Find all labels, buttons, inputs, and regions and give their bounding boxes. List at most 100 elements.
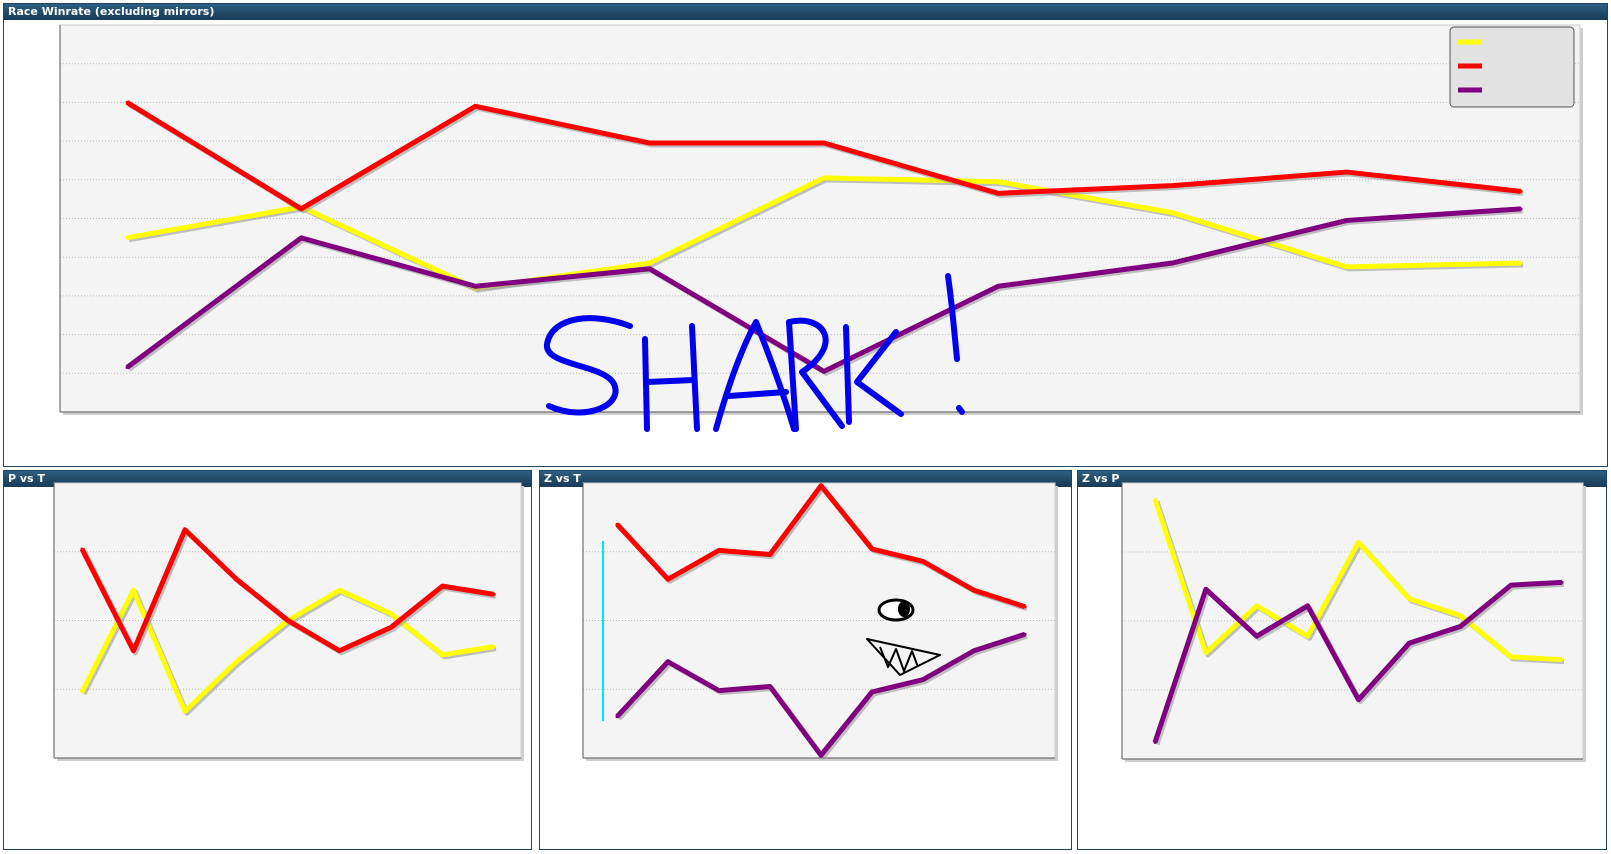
data-point-protoss xyxy=(492,645,496,649)
data-point-protoss xyxy=(441,653,444,657)
data-point-terran xyxy=(441,584,444,588)
data-point-terran xyxy=(183,528,187,532)
chart-race-winrate xyxy=(59,24,1583,432)
data-point-terran xyxy=(819,484,823,488)
data-point-terran xyxy=(1171,184,1174,188)
data-point-zerg xyxy=(1023,632,1027,636)
data-point-terran xyxy=(768,553,772,556)
data-point-zerg xyxy=(768,685,772,688)
panel-p-vs-t: P vs T xyxy=(3,470,532,850)
shark-letter-stroke xyxy=(843,324,852,425)
data-point-zerg xyxy=(299,236,303,240)
data-point-zerg xyxy=(1204,587,1208,591)
data-point-zerg xyxy=(1407,641,1411,645)
shark-letter-stroke xyxy=(854,329,904,417)
shark-letter-stroke xyxy=(786,317,845,432)
legend-box xyxy=(1449,26,1575,108)
shark-letter-stroke xyxy=(726,389,789,399)
data-point-zerg xyxy=(666,660,670,664)
data-point-protoss xyxy=(1153,498,1157,502)
data-point-zerg xyxy=(717,689,721,693)
data-point-protoss xyxy=(1255,604,1259,608)
data-point-terran xyxy=(615,522,619,526)
shark-teeth-icon xyxy=(866,638,941,676)
data-point-terran xyxy=(1023,605,1027,609)
data-point-zerg xyxy=(1560,580,1564,584)
data-point-zerg xyxy=(474,284,477,288)
data-point-terran xyxy=(286,619,290,622)
data-point-terran xyxy=(132,649,135,653)
data-point-protoss xyxy=(1458,613,1462,617)
chart-p-vs-t xyxy=(53,482,524,761)
data-point-zerg xyxy=(1509,583,1513,587)
data-point-protoss xyxy=(1519,261,1523,265)
panel-title: Race Winrate (excluding mirrors) xyxy=(4,4,1607,20)
data-point-terran xyxy=(125,100,129,104)
data-point-protoss xyxy=(822,176,826,180)
data-point-zerg xyxy=(972,649,976,653)
data-point-terran xyxy=(389,625,393,629)
chart-z-vs-p xyxy=(1121,482,1586,762)
chart-z-vs-t xyxy=(582,482,1058,761)
data-point-terran xyxy=(921,559,925,563)
data-point-protoss xyxy=(235,660,238,664)
data-point-protoss xyxy=(1171,211,1174,215)
data-point-terran xyxy=(299,207,303,211)
shark-letter-stroke xyxy=(544,315,633,416)
data-point-zerg xyxy=(125,365,129,369)
data-point-protoss xyxy=(1560,658,1564,662)
shark-letter-stroke xyxy=(956,405,965,415)
panel-race-winrate: Race Winrate (excluding mirrors) xyxy=(3,3,1608,467)
plot-area xyxy=(582,482,1056,759)
data-point-protoss xyxy=(1357,540,1360,544)
shark-letter-stroke xyxy=(945,273,960,362)
data-point-zerg xyxy=(1153,740,1157,744)
data-point-zerg xyxy=(1519,207,1523,211)
data-point-zerg xyxy=(1171,261,1174,265)
data-point-protoss xyxy=(1509,655,1513,659)
data-point-protoss xyxy=(648,261,652,265)
data-point-terran xyxy=(666,577,670,581)
data-point-zerg xyxy=(1458,625,1462,629)
data-point-terran xyxy=(717,548,721,552)
data-point-protoss xyxy=(338,588,341,592)
data-point-zerg xyxy=(819,753,823,757)
panel-z-vs-p: Z vs P xyxy=(1077,470,1607,850)
data-point-zerg xyxy=(1357,698,1360,702)
data-point-protoss xyxy=(125,236,129,240)
data-point-zerg xyxy=(870,690,874,694)
data-point-protoss xyxy=(1204,651,1208,655)
data-point-zerg xyxy=(822,369,826,373)
data-point-terran xyxy=(338,649,341,653)
data-point-terran xyxy=(80,547,84,551)
data-point-protoss xyxy=(389,612,393,616)
data-point-zerg xyxy=(648,267,652,271)
shark-letter-stroke xyxy=(644,377,697,385)
data-point-terran xyxy=(474,104,477,108)
data-point-protoss xyxy=(183,709,187,713)
data-point-zerg xyxy=(1306,604,1310,608)
data-point-terran xyxy=(1519,189,1523,193)
shark-pupil-icon xyxy=(898,601,910,617)
data-point-protoss xyxy=(80,690,84,694)
data-point-protoss xyxy=(1306,634,1310,638)
data-point-terran xyxy=(1345,170,1349,174)
shark-face-doodle xyxy=(602,541,941,721)
data-point-protoss xyxy=(1407,597,1411,601)
data-point-terran xyxy=(492,592,496,596)
data-point-protoss xyxy=(1345,265,1349,269)
data-point-terran xyxy=(235,577,238,581)
data-point-zerg xyxy=(921,678,925,682)
data-point-zerg xyxy=(1255,634,1259,638)
data-point-zerg xyxy=(615,715,619,719)
data-point-terran xyxy=(822,141,826,145)
data-point-zerg xyxy=(996,284,1000,288)
data-point-protoss xyxy=(132,588,135,592)
data-point-protoss xyxy=(996,180,1000,184)
data-point-zerg xyxy=(1345,218,1349,222)
data-point-terran xyxy=(870,547,874,551)
data-point-terran xyxy=(972,588,976,592)
panel-z-vs-t: Z vs T xyxy=(539,470,1072,850)
shark-doodle xyxy=(544,273,965,432)
data-point-terran xyxy=(648,141,652,145)
